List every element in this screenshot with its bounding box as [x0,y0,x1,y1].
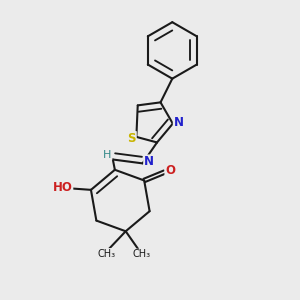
Text: N: N [144,155,154,168]
Text: CH₃: CH₃ [97,249,116,259]
Text: S: S [127,132,136,145]
Text: CH₃: CH₃ [133,249,151,260]
Text: HO: HO [52,181,72,194]
Text: N: N [174,116,184,129]
Text: H: H [103,150,111,160]
Text: O: O [165,164,175,177]
